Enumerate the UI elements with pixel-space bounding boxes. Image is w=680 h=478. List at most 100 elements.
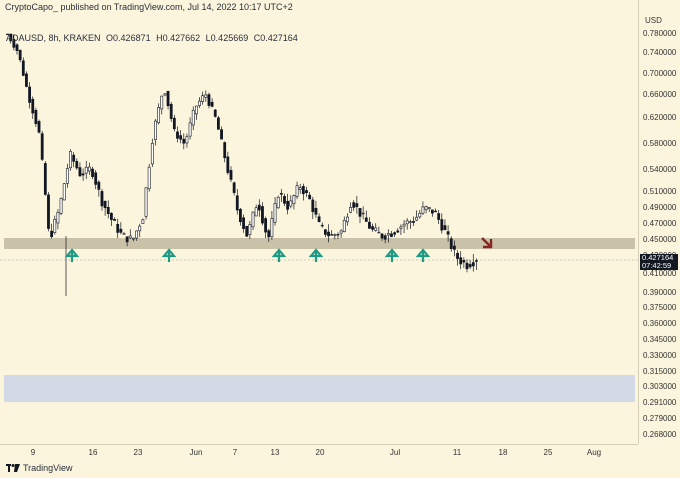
- tradingview-logo: TradingView: [6, 463, 73, 473]
- candle-body: [110, 212, 113, 220]
- candle-body: [408, 221, 412, 223]
- candle-body: [333, 234, 337, 236]
- currency-label: USD: [645, 16, 662, 25]
- candle-body: [154, 120, 157, 140]
- candle-body: [283, 196, 286, 204]
- candle-body: [15, 44, 19, 51]
- candle-body: [248, 224, 252, 235]
- candle-body: [65, 168, 69, 184]
- price-tick-label: 0.345000: [643, 335, 677, 344]
- candle-body: [292, 195, 296, 204]
- candlestick-chart[interactable]: [0, 16, 638, 444]
- candle-body: [185, 136, 189, 144]
- price-tick-label: 0.660000: [643, 90, 677, 99]
- candle-body: [437, 213, 441, 220]
- candle-body: [220, 129, 223, 140]
- up-arrow-icon: [384, 248, 400, 262]
- price-tick-label: 0.375000: [643, 303, 677, 312]
- candle-body: [235, 195, 239, 211]
- candle-body: [415, 216, 419, 221]
- price-tick-label: 0.510000: [643, 187, 677, 196]
- candle-body: [468, 264, 472, 268]
- price-tick-label: 0.390000: [643, 288, 677, 297]
- candle-body: [179, 135, 183, 140]
- time-tick-label: 23: [133, 448, 143, 457]
- time-tick-label: Jun: [189, 448, 203, 457]
- up-arrow-icon: [161, 248, 177, 262]
- candle-body: [301, 186, 305, 195]
- price-axis[interactable]: USD 0.780000 0.740000 0.700000 0.660000 0.62…: [638, 0, 680, 444]
- candle-body: [355, 203, 359, 208]
- candle-body: [342, 220, 346, 232]
- publish-attribution: CryptoCapo_ published on TradingView.com…: [5, 2, 293, 12]
- candle-body: [462, 260, 466, 263]
- candles-group: [6, 33, 478, 296]
- candle-body: [421, 206, 425, 214]
- time-tick-label: 11: [452, 448, 462, 457]
- candle-body: [113, 219, 116, 221]
- candle-body: [443, 225, 447, 230]
- candle-body: [150, 142, 154, 165]
- candle-body: [182, 138, 186, 144]
- price-tick-label: 0.490000: [643, 203, 677, 212]
- candle-body: [78, 167, 82, 177]
- time-tick-label: Jul: [389, 448, 401, 457]
- candle-body: [475, 260, 478, 262]
- candle-body: [34, 109, 38, 124]
- current-price-tag: 0.427164 07:42:59: [640, 254, 678, 270]
- candle-body: [28, 86, 32, 103]
- candle-body: [169, 104, 173, 119]
- candle-body: [194, 105, 198, 115]
- candle-body: [172, 117, 176, 130]
- candle-body: [141, 219, 145, 224]
- candle-body: [456, 252, 459, 259]
- candle-body: [393, 232, 397, 235]
- candle-body: [242, 217, 245, 229]
- chart-area[interactable]: ADAUSD, 8h, KRAKEN O0.426871 H0.427662 L…: [0, 16, 638, 444]
- symbol-label: ADAUSD, 8h, KRAKEN: [6, 33, 101, 43]
- candle-body: [223, 142, 227, 159]
- candle-body: [264, 218, 268, 233]
- candle-body: [9, 33, 13, 42]
- price-tick-label: 0.303000: [643, 382, 677, 391]
- candle-body: [18, 49, 22, 61]
- candle-body: [166, 90, 170, 107]
- candle-body: [279, 192, 283, 195]
- candle-body: [327, 231, 330, 237]
- candle-body: [226, 156, 230, 173]
- open-value: O0.426871: [106, 33, 151, 43]
- candle-body: [50, 230, 54, 238]
- candle-body: [380, 233, 384, 239]
- candle-body: [358, 208, 362, 217]
- candle-body: [40, 133, 44, 160]
- candle-body: [135, 230, 138, 239]
- candle-body: [210, 101, 214, 107]
- candle-body: [267, 230, 271, 238]
- candle-body: [311, 199, 315, 213]
- time-axis[interactable]: 9 16 23 Jun 7 13 20 Jul 11 18 25 Aug: [0, 444, 638, 461]
- ohlc-legend: ADAUSD, 8h, KRAKEN O0.426871 H0.427662 L…: [6, 33, 301, 43]
- candle-body: [412, 221, 415, 223]
- candle-body: [320, 224, 324, 227]
- candle-body: [452, 245, 456, 250]
- price-tick-label: 0.740000: [643, 48, 677, 57]
- candle-body: [91, 168, 94, 177]
- candle-body: [396, 230, 400, 233]
- candle-body: [53, 219, 57, 233]
- candle-body: [75, 161, 79, 169]
- candle-body: [314, 207, 318, 215]
- price-tick-label: 0.360000: [643, 319, 677, 328]
- candle-body: [213, 109, 217, 117]
- candle-body: [106, 206, 110, 215]
- candle-body: [471, 262, 475, 267]
- candle-body: [399, 226, 403, 229]
- candle-body: [191, 110, 195, 126]
- candle-body: [56, 212, 60, 224]
- candle-body: [368, 221, 371, 229]
- candle-body: [440, 219, 444, 231]
- candle-body: [81, 173, 85, 176]
- candle-body: [430, 209, 434, 214]
- high-value: H0.427662: [156, 33, 201, 43]
- time-tick-label: 18: [498, 448, 508, 457]
- footer-bar: TradingView: [0, 460, 680, 478]
